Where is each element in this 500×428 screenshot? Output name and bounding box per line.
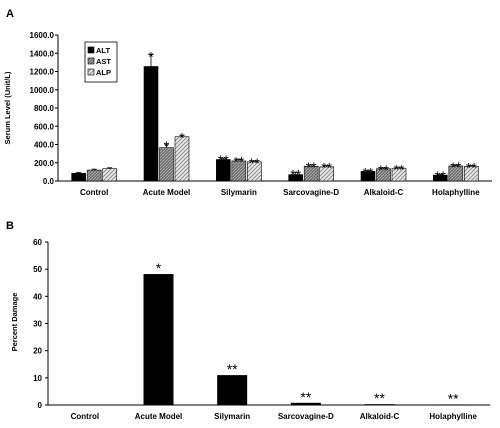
category-label-acute-model: Acute Model [143, 188, 191, 197]
significance-mark: * [156, 260, 162, 276]
significance-mark: ** [448, 390, 459, 406]
y-tick-label: 10 [33, 374, 42, 383]
y-tick-label: 1400.0 [30, 49, 55, 58]
bar-percent-damage-alkaloid-c [364, 404, 395, 405]
panel-b-y-axis-title: Percent Damage [10, 293, 19, 352]
y-tick-label: 0.0 [43, 177, 55, 186]
category-label-control: Control [71, 412, 99, 421]
y-tick-label: 600.0 [34, 122, 55, 131]
y-tick-label: 60 [33, 238, 42, 247]
legend-label-alt: ALT [96, 46, 110, 55]
significance-mark: ** [249, 155, 260, 171]
legend-swatch-alt [87, 46, 95, 54]
significance-mark: ** [233, 154, 244, 170]
legend-swatch-ast [87, 57, 95, 65]
y-tick-label: 0 [38, 401, 43, 410]
bar-percent-damage-sarcovagine-d [290, 402, 321, 405]
significance-mark: ** [227, 361, 238, 377]
panel-a-y-axis-title: Serum Level (Unit/L) [3, 71, 12, 144]
significance-mark: ** [300, 389, 311, 405]
y-tick-label: 30 [33, 320, 42, 329]
significance-mark: ** [290, 166, 301, 182]
y-tick-label: 1200.0 [30, 68, 55, 77]
bar-percent-damage-acute-model [143, 274, 174, 405]
bar-ast-control [86, 169, 102, 182]
significance-mark: ** [450, 159, 461, 175]
panel-a-chart: Serum Level (Unit/L) ALT AST ALP 0.0 200.… [3, 31, 492, 197]
significance-mark: ** [363, 165, 374, 181]
y-tick-label: 800.0 [34, 104, 55, 113]
significance-mark: ** [374, 390, 385, 406]
y-tick-label: 1000.0 [30, 86, 55, 95]
significance-mark: ** [394, 161, 405, 177]
category-label-holaphylline: Holaphylline [432, 188, 480, 197]
significance-mark: ** [378, 162, 389, 178]
legend-label-alp: ALP [96, 68, 111, 77]
bar-alp-control [102, 168, 117, 182]
panel-b-label: B [6, 220, 14, 232]
bar-percent-damage-silymarin [217, 375, 248, 405]
y-tick-label: 1600.0 [30, 31, 55, 40]
y-tick-label: 200.0 [34, 159, 55, 168]
significance-mark: * [148, 49, 154, 65]
category-label-acute-model: Acute Model [135, 412, 183, 421]
legend-swatch-alp [87, 68, 95, 76]
legend-label-ast: AST [96, 57, 111, 66]
bar-percent-damage-holaphylline [438, 404, 469, 405]
significance-mark: ** [321, 159, 332, 175]
category-label-control: Control [80, 188, 108, 197]
y-tick-label: 20 [33, 347, 42, 356]
category-label-alkaloid-c: Alkaloid-C [360, 412, 400, 421]
category-label-sarcovagine-d: Sarcovagine-D [278, 412, 334, 421]
category-label-sarcovagine-d: Sarcovagine-D [283, 188, 339, 197]
category-label-holaphylline: Holaphylline [429, 412, 477, 421]
panel-a-legend: ALT AST ALP [84, 41, 118, 83]
y-tick-label: 40 [33, 292, 42, 301]
y-tick-label: 400.0 [34, 141, 55, 150]
category-label-alkaloid-c: Alkaloid-C [364, 188, 404, 197]
panel-a-label: A [6, 8, 14, 20]
panel-b-chart: Percent Damage 0 10 20 30 40 50 60 Control Acute… [10, 238, 490, 421]
significance-mark: ** [435, 168, 446, 184]
bar-alt-control [71, 172, 86, 182]
significance-mark: ** [306, 159, 317, 175]
y-tick-label: 50 [33, 265, 42, 274]
significance-mark: * [164, 138, 170, 154]
category-label-silymarin: Silymarin [221, 188, 257, 197]
significance-mark: ** [218, 152, 229, 168]
significance-mark: ** [466, 159, 477, 175]
significance-mark: * [179, 129, 185, 145]
bar-alt-acute-model [143, 66, 159, 182]
category-label-silymarin: Silymarin [214, 412, 250, 421]
